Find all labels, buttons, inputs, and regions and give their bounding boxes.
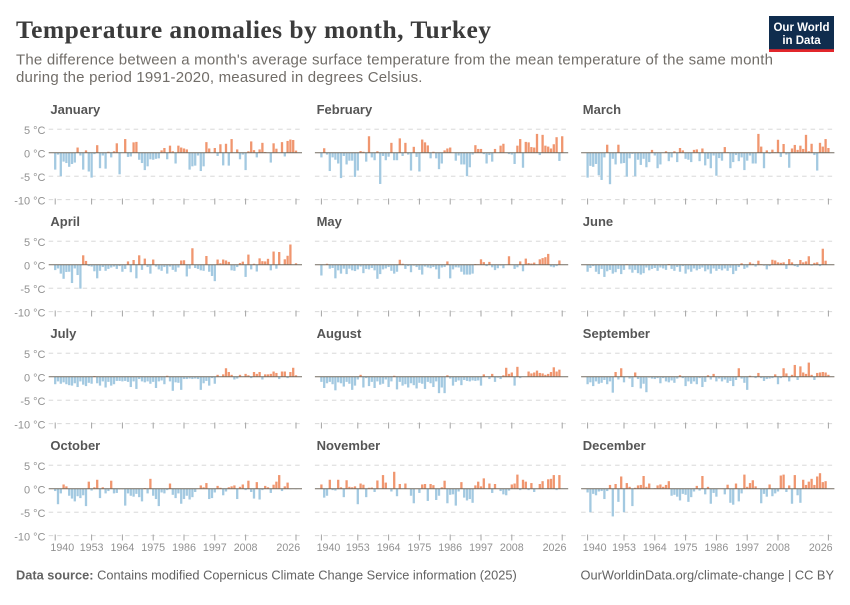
- svg-text:1953: 1953: [80, 542, 104, 554]
- svg-text:December: December: [583, 438, 646, 453]
- svg-text:-10 °C: -10 °C: [14, 308, 45, 320]
- svg-text:January: January: [50, 102, 101, 117]
- svg-text:0 °C: 0 °C: [24, 149, 46, 161]
- svg-text:1940: 1940: [583, 542, 607, 554]
- svg-text:0 °C: 0 °C: [24, 261, 46, 273]
- svg-text:1964: 1964: [643, 542, 667, 554]
- svg-text:2026: 2026: [543, 542, 567, 554]
- svg-text:August: August: [317, 326, 362, 341]
- svg-text:1975: 1975: [674, 542, 698, 554]
- svg-text:July: July: [50, 326, 77, 341]
- svg-text:March: March: [583, 102, 621, 117]
- svg-text:5 °C: 5 °C: [24, 349, 46, 361]
- svg-text:September: September: [583, 326, 650, 341]
- svg-text:Our World: Our World: [773, 22, 829, 34]
- svg-text:October: October: [50, 438, 100, 453]
- svg-text:1986: 1986: [172, 542, 196, 554]
- svg-text:2008: 2008: [500, 542, 524, 554]
- svg-text:May: May: [317, 214, 343, 229]
- svg-text:-5 °C: -5 °C: [20, 508, 45, 520]
- svg-text:1986: 1986: [705, 542, 729, 554]
- svg-text:1964: 1964: [377, 542, 401, 554]
- svg-text:The difference between a month: The difference between a month's average…: [16, 52, 773, 69]
- svg-text:2008: 2008: [766, 542, 790, 554]
- svg-text:1975: 1975: [408, 542, 432, 554]
- svg-text:2026: 2026: [809, 542, 833, 554]
- svg-text:Temperature anomalies by month: Temperature anomalies by month, Turkey: [16, 15, 491, 44]
- svg-text:5 °C: 5 °C: [24, 461, 46, 473]
- svg-text:-5 °C: -5 °C: [20, 396, 45, 408]
- svg-text:in Data: in Data: [782, 35, 821, 47]
- svg-text:-5 °C: -5 °C: [20, 172, 45, 184]
- svg-text:5 °C: 5 °C: [24, 125, 46, 137]
- svg-text:February: February: [317, 102, 373, 117]
- svg-text:1940: 1940: [317, 542, 341, 554]
- svg-text:1975: 1975: [141, 542, 165, 554]
- svg-text:June: June: [583, 214, 613, 229]
- svg-text:April: April: [50, 214, 80, 229]
- svg-text:November: November: [317, 438, 381, 453]
- svg-text:during the period 1991-2020, m: during the period 1991-2020, measured in…: [16, 69, 423, 86]
- svg-text:0 °C: 0 °C: [24, 485, 46, 497]
- svg-text:1997: 1997: [469, 542, 493, 554]
- svg-text:5 °C: 5 °C: [24, 237, 46, 249]
- svg-text:1964: 1964: [111, 542, 135, 554]
- svg-text:OurWorldinData.org/climate-cha: OurWorldinData.org/climate-change | CC B…: [581, 568, 835, 583]
- svg-text:1953: 1953: [612, 542, 636, 554]
- svg-text:-5 °C: -5 °C: [20, 284, 45, 296]
- svg-text:Data source: Contains modified: Data source: Contains modified Copernicu…: [16, 568, 517, 583]
- svg-text:1940: 1940: [50, 542, 74, 554]
- svg-text:1986: 1986: [438, 542, 462, 554]
- svg-text:2008: 2008: [234, 542, 258, 554]
- svg-text:1997: 1997: [203, 542, 227, 554]
- svg-text:0 °C: 0 °C: [24, 373, 46, 385]
- svg-text:2026: 2026: [276, 542, 300, 554]
- svg-text:-10 °C: -10 °C: [14, 196, 45, 208]
- svg-text:1997: 1997: [735, 542, 759, 554]
- svg-text:-10 °C: -10 °C: [14, 420, 45, 432]
- svg-text:-10 °C: -10 °C: [14, 532, 45, 544]
- svg-text:1953: 1953: [346, 542, 370, 554]
